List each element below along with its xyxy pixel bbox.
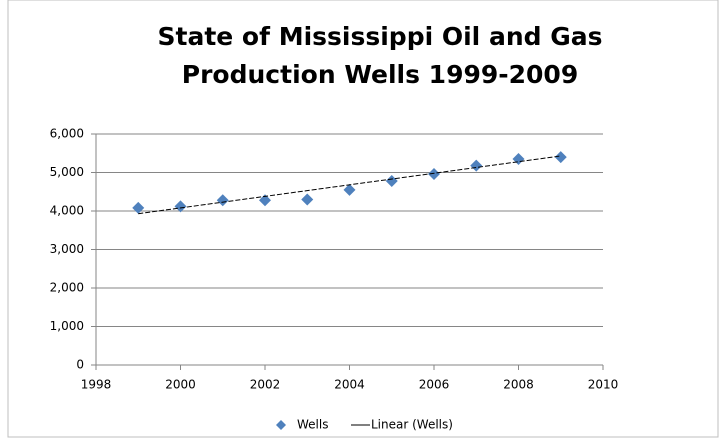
y-tick-label: 3,000: [50, 242, 84, 256]
legend-label: Linear (Wells): [371, 418, 453, 432]
data-point: [174, 200, 187, 213]
data-point: [428, 168, 440, 181]
chart-title: State of Mississippi Oil and Gas Product…: [157, 22, 603, 89]
y-tick-label: 4,000: [50, 204, 84, 218]
x-tick-label: 1998: [81, 378, 112, 392]
y-tick-label: 1,000: [50, 319, 84, 333]
data-point: [301, 193, 314, 206]
x-tick-label: 2002: [250, 378, 281, 392]
x-tick-label: 2006: [419, 378, 450, 392]
data-point: [512, 153, 525, 166]
y-tick-label: 2,000: [50, 281, 84, 295]
y-tick-label: 6,000: [50, 127, 84, 141]
x-tick-label: 2010: [588, 378, 619, 392]
y-tick-label: 5,000: [50, 165, 84, 179]
data-point: [554, 151, 567, 164]
x-tick-label: 2008: [503, 378, 534, 392]
data-point: [470, 159, 483, 172]
data-point: [259, 194, 271, 207]
data-point: [343, 183, 356, 196]
trendline: [138, 155, 561, 215]
legend-marker: [276, 420, 286, 430]
data-point: [385, 174, 398, 187]
chart-border: [7, 0, 719, 438]
x-tick-label: 2004: [334, 378, 365, 392]
y-tick-label: 0: [76, 358, 84, 372]
x-tick-label: 2000: [165, 378, 196, 392]
legend-label: Wells: [297, 418, 328, 432]
data-point: [216, 194, 229, 207]
data-point: [132, 201, 145, 214]
